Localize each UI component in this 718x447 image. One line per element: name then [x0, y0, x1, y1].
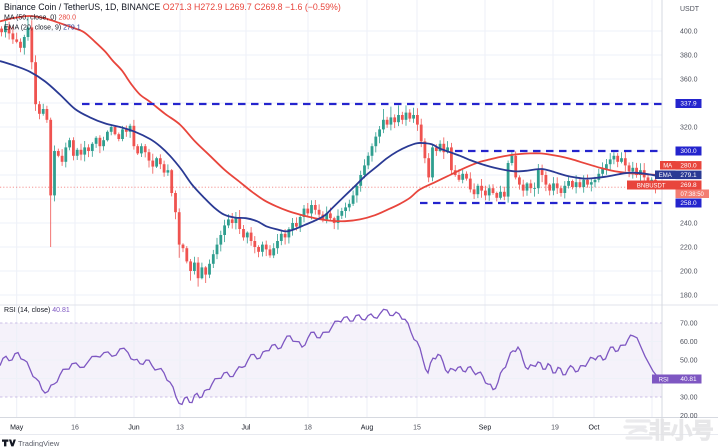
svg-text:Oct: Oct: [589, 425, 600, 432]
svg-text:20.00: 20.00: [680, 413, 698, 420]
svg-text:280.0: 280.0: [680, 163, 697, 170]
svg-text:300.0: 300.0: [680, 148, 697, 155]
svg-text:360.0: 360.0: [680, 76, 698, 83]
svg-text:337.9: 337.9: [680, 101, 697, 108]
svg-text:Jul: Jul: [242, 425, 251, 432]
svg-text:15: 15: [413, 425, 421, 432]
svg-text:Sep: Sep: [479, 425, 492, 432]
svg-text:70.00: 70.00: [680, 320, 698, 327]
svg-text:16: 16: [71, 425, 79, 432]
svg-text:279.1: 279.1: [680, 172, 697, 179]
svg-text:220.0: 220.0: [680, 244, 698, 251]
svg-text:380.0: 380.0: [680, 52, 698, 59]
svg-text:18: 18: [304, 425, 312, 432]
svg-text:13: 13: [176, 425, 184, 432]
svg-text:Binance Coin / TetherUS, 1D, B: Binance Coin / TetherUS, 1D, BINANCE O27…: [4, 2, 341, 12]
svg-text:MA (50, close, 0) 280.0: MA (50, close, 0) 280.0: [4, 15, 76, 22]
svg-text:320.0: 320.0: [680, 124, 698, 131]
svg-text:400.0: 400.0: [680, 28, 698, 35]
svg-text:180.0: 180.0: [680, 292, 698, 299]
svg-text:40.81: 40.81: [680, 376, 697, 383]
svg-text:200.0: 200.0: [680, 268, 698, 275]
svg-text:MA: MA: [663, 164, 672, 170]
svg-text:30.00: 30.00: [680, 394, 698, 401]
svg-text:07:38:50: 07:38:50: [681, 192, 705, 198]
svg-text:BNBUSDT: BNBUSDT: [637, 183, 666, 189]
svg-text:19: 19: [551, 425, 559, 432]
svg-text:Aug: Aug: [361, 425, 374, 432]
svg-text:258.0: 258.0: [680, 200, 697, 207]
svg-text:50.00: 50.00: [680, 357, 698, 364]
svg-text:240.0: 240.0: [680, 220, 698, 227]
svg-text:RSI: RSI: [659, 377, 669, 383]
svg-text:非小号: 非小号: [649, 419, 714, 443]
svg-text:269.8: 269.8: [680, 182, 697, 189]
svg-text:TradingView: TradingView: [18, 439, 60, 447]
svg-text:May: May: [10, 425, 24, 432]
svg-text:EMA (20, close, 9) 279.1: EMA (20, close, 9) 279.1: [4, 25, 81, 32]
svg-text:EMA: EMA: [659, 173, 672, 179]
svg-text:60.00: 60.00: [680, 339, 698, 346]
svg-text:RSI (14, close) 40.81: RSI (14, close) 40.81: [4, 307, 70, 314]
svg-text:USDT: USDT: [680, 6, 700, 13]
svg-text:Jun: Jun: [128, 425, 139, 432]
